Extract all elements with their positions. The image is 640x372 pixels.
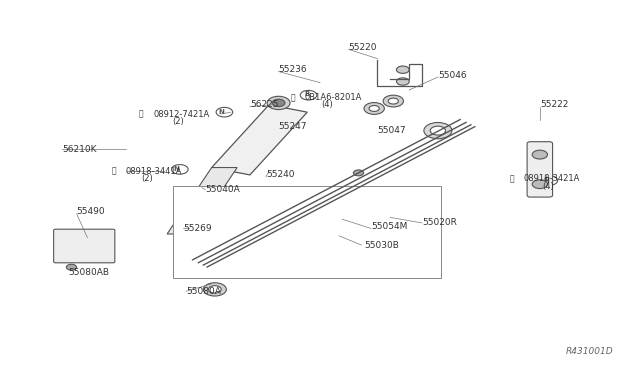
- Circle shape: [532, 150, 547, 159]
- Circle shape: [337, 212, 348, 218]
- Text: 55247: 55247: [278, 122, 307, 131]
- Circle shape: [396, 66, 409, 73]
- FancyBboxPatch shape: [527, 142, 552, 197]
- Text: Ⓝ: Ⓝ: [509, 174, 515, 183]
- Circle shape: [67, 264, 77, 270]
- Text: 0B1A6-8201A: 0B1A6-8201A: [305, 93, 362, 102]
- Circle shape: [430, 126, 445, 135]
- Circle shape: [321, 187, 332, 193]
- Circle shape: [204, 283, 227, 296]
- Circle shape: [178, 227, 201, 241]
- Text: 55222: 55222: [540, 100, 568, 109]
- Text: 55269: 55269: [183, 224, 212, 233]
- Text: 55080A: 55080A: [186, 287, 221, 296]
- Text: 56210K: 56210K: [62, 145, 97, 154]
- Text: 55030B: 55030B: [365, 241, 399, 250]
- Text: 55236: 55236: [278, 65, 307, 74]
- Circle shape: [337, 242, 348, 248]
- Circle shape: [272, 99, 285, 107]
- Text: N: N: [543, 177, 549, 183]
- Text: 08912-7421A: 08912-7421A: [153, 109, 209, 119]
- Circle shape: [424, 122, 452, 139]
- Text: N: N: [218, 109, 224, 115]
- Bar: [173, 186, 441, 278]
- Circle shape: [396, 78, 409, 85]
- Circle shape: [541, 176, 557, 185]
- Circle shape: [299, 212, 309, 218]
- Text: 55046: 55046: [438, 71, 467, 80]
- Text: 08918-3441A: 08918-3441A: [125, 167, 182, 176]
- Text: 55054M: 55054M: [371, 222, 407, 231]
- Polygon shape: [212, 105, 307, 175]
- Circle shape: [267, 96, 290, 110]
- Text: 55490: 55490: [77, 207, 105, 217]
- Text: (2): (2): [172, 117, 184, 126]
- Circle shape: [209, 286, 221, 293]
- Circle shape: [281, 208, 291, 214]
- Circle shape: [532, 180, 547, 189]
- Polygon shape: [167, 167, 237, 234]
- Circle shape: [383, 95, 403, 107]
- Circle shape: [188, 259, 204, 268]
- Circle shape: [299, 242, 309, 248]
- Text: (2): (2): [141, 174, 154, 183]
- Text: (4): (4): [321, 100, 333, 109]
- FancyBboxPatch shape: [54, 229, 115, 263]
- Circle shape: [300, 90, 317, 100]
- Text: N: N: [173, 166, 180, 172]
- Text: 55220: 55220: [349, 43, 377, 52]
- Circle shape: [216, 108, 233, 117]
- Circle shape: [172, 164, 188, 174]
- Text: 55040A: 55040A: [205, 185, 240, 194]
- Text: 55047: 55047: [378, 126, 406, 135]
- Text: 55240: 55240: [266, 170, 294, 179]
- Text: 55020R: 55020R: [422, 218, 457, 227]
- Text: R431001D: R431001D: [566, 347, 613, 356]
- Circle shape: [364, 103, 385, 114]
- Circle shape: [182, 256, 210, 272]
- Circle shape: [353, 170, 364, 176]
- Text: 55080AB: 55080AB: [68, 268, 109, 277]
- Text: Ⓝ: Ⓝ: [139, 109, 143, 119]
- Text: Ⓝ: Ⓝ: [111, 167, 116, 176]
- Circle shape: [183, 230, 196, 238]
- Text: (4): (4): [541, 182, 554, 191]
- Circle shape: [183, 225, 196, 232]
- Bar: [285, 205, 362, 256]
- Text: Ⓑ: Ⓑ: [291, 93, 295, 102]
- Circle shape: [388, 98, 398, 104]
- Text: B: B: [304, 92, 309, 97]
- Text: 56225: 56225: [250, 100, 278, 109]
- Circle shape: [369, 106, 380, 112]
- Text: 08918-3421A: 08918-3421A: [524, 174, 580, 183]
